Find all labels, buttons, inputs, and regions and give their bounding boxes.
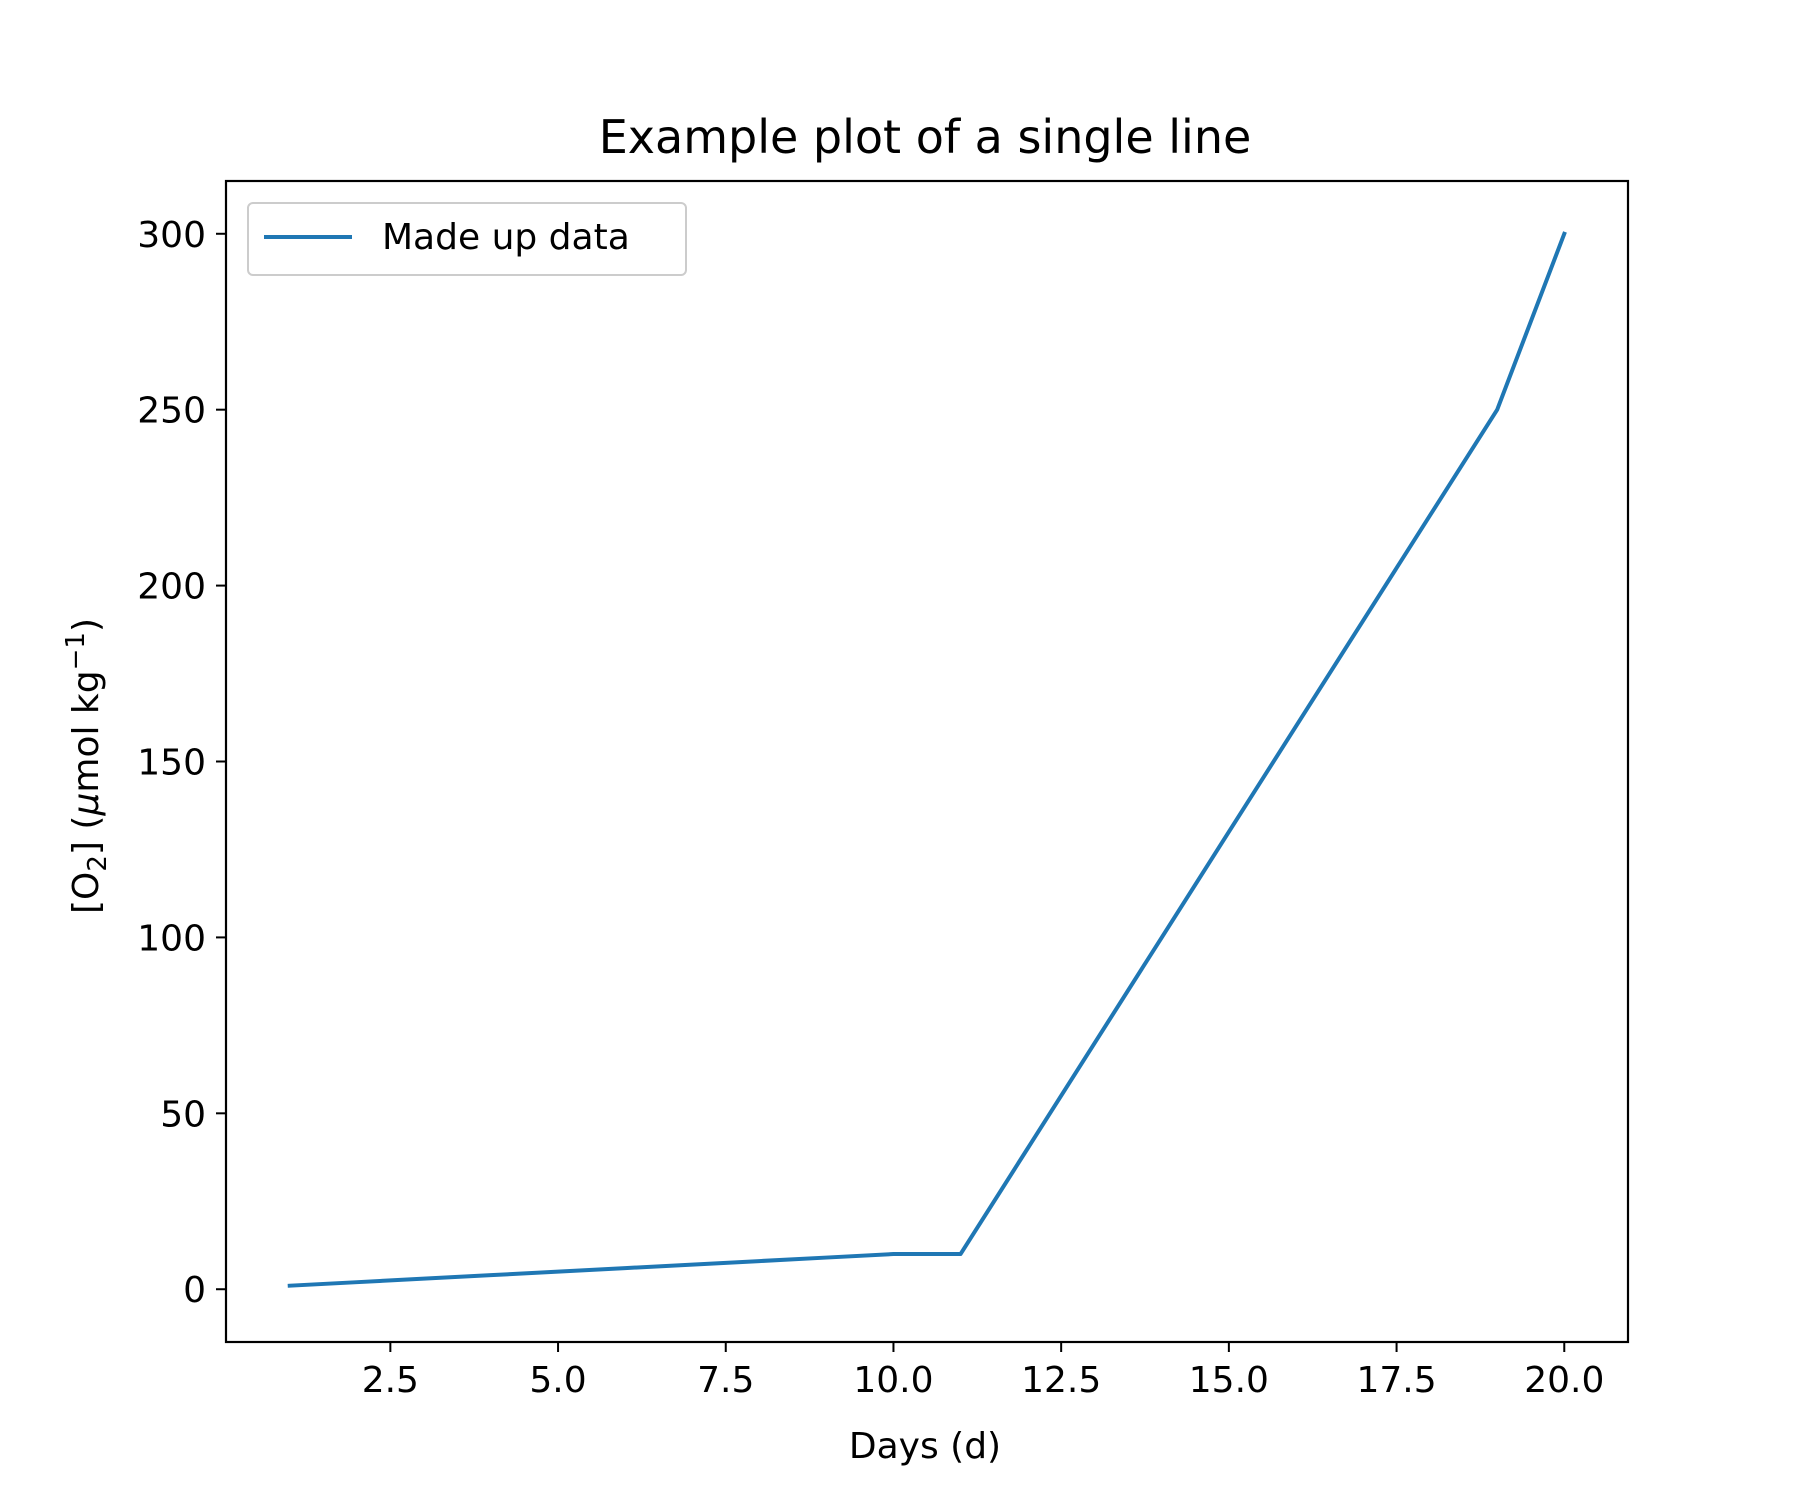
x-tick-label: 7.5 (697, 1360, 754, 1401)
y-tick-label: 300 (137, 215, 206, 256)
y-axis-label: [O2] (μmol kg−1) (61, 618, 113, 914)
chart-title: Example plot of a single line (599, 110, 1252, 164)
plot-frame (224, 179, 1630, 1344)
x-tick-label: 10.0 (853, 1360, 933, 1401)
x-tick-label: 2.5 (362, 1360, 419, 1401)
x-tick-label: 5.0 (529, 1360, 586, 1401)
x-tick-label: 15.0 (1189, 1360, 1269, 1401)
legend: Made up data (247, 202, 687, 276)
y-label-subscript: 2 (83, 855, 113, 872)
legend-label: Made up data (382, 217, 630, 258)
series-line-0 (287, 231, 1567, 1288)
x-tick-label: 17.5 (1356, 1360, 1436, 1401)
x-tick-label: 12.5 (1021, 1360, 1101, 1401)
y-axis: 0 50 100 150 200 250 300 (137, 215, 226, 1311)
y-label-italic: μ (66, 793, 107, 817)
y-tick-label: 50 (160, 1094, 206, 1135)
y-tick-label: 150 (137, 743, 206, 784)
y-label-suffix: ) (66, 618, 107, 632)
plot-area (224, 179, 1630, 1344)
y-tick-label: 0 (183, 1270, 206, 1311)
y-label-prefix: [O (66, 872, 107, 914)
y-tick-label: 200 (137, 567, 206, 608)
y-label-superscript: −1 (61, 632, 91, 670)
x-tick-label: 20.0 (1524, 1360, 1604, 1401)
x-axis: 2.5 5.0 7.5 10.0 12.5 15.0 17.5 20.0 (362, 1342, 1604, 1401)
x-axis-label: Days (d) (849, 1426, 1001, 1467)
y-tick-label: 250 (137, 391, 206, 432)
y-label-middle: ] ( (66, 816, 107, 856)
legend-box (247, 202, 687, 276)
y-tick-label: 100 (137, 918, 206, 959)
y-label-unit: mol kg (66, 670, 107, 792)
